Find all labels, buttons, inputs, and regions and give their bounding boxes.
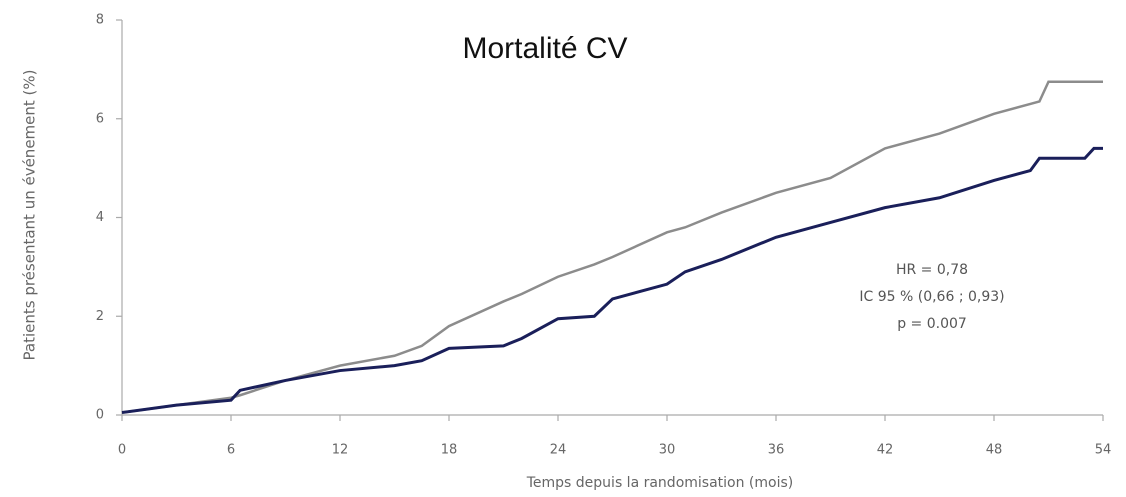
chart-title: Mortalité CV xyxy=(462,32,627,65)
x-tick-label: 30 xyxy=(659,443,676,458)
y-axis-label: Patients présentant un événement (%) xyxy=(21,70,39,361)
y-tick-label: 2 xyxy=(96,309,104,324)
annotation: IC 95 % (0,66 ; 0,93) xyxy=(859,289,1004,305)
y-tick-label: 8 xyxy=(96,13,104,28)
x-tick-label: 54 xyxy=(1095,443,1112,458)
y-tick-label: 0 xyxy=(96,408,104,423)
series-line xyxy=(121,80,1103,414)
series-line xyxy=(121,146,1103,415)
x-tick-label: 12 xyxy=(332,443,349,458)
x-tick-label: 18 xyxy=(441,443,458,458)
x-tick-label: 6 xyxy=(227,443,235,458)
x-tick-label: 36 xyxy=(768,443,785,458)
annotation: HR = 0,78 xyxy=(896,262,968,278)
x-tick-label: 0 xyxy=(118,443,126,458)
x-tick-label: 48 xyxy=(986,443,1003,458)
x-tick-label: 42 xyxy=(877,443,894,458)
x-axis-label: Temps depuis la randomisation (mois) xyxy=(526,475,794,491)
y-tick-label: 4 xyxy=(96,210,104,225)
annotation: p = 0.007 xyxy=(897,316,967,332)
x-tick-label: 24 xyxy=(550,443,567,458)
y-tick-label: 6 xyxy=(96,111,104,126)
